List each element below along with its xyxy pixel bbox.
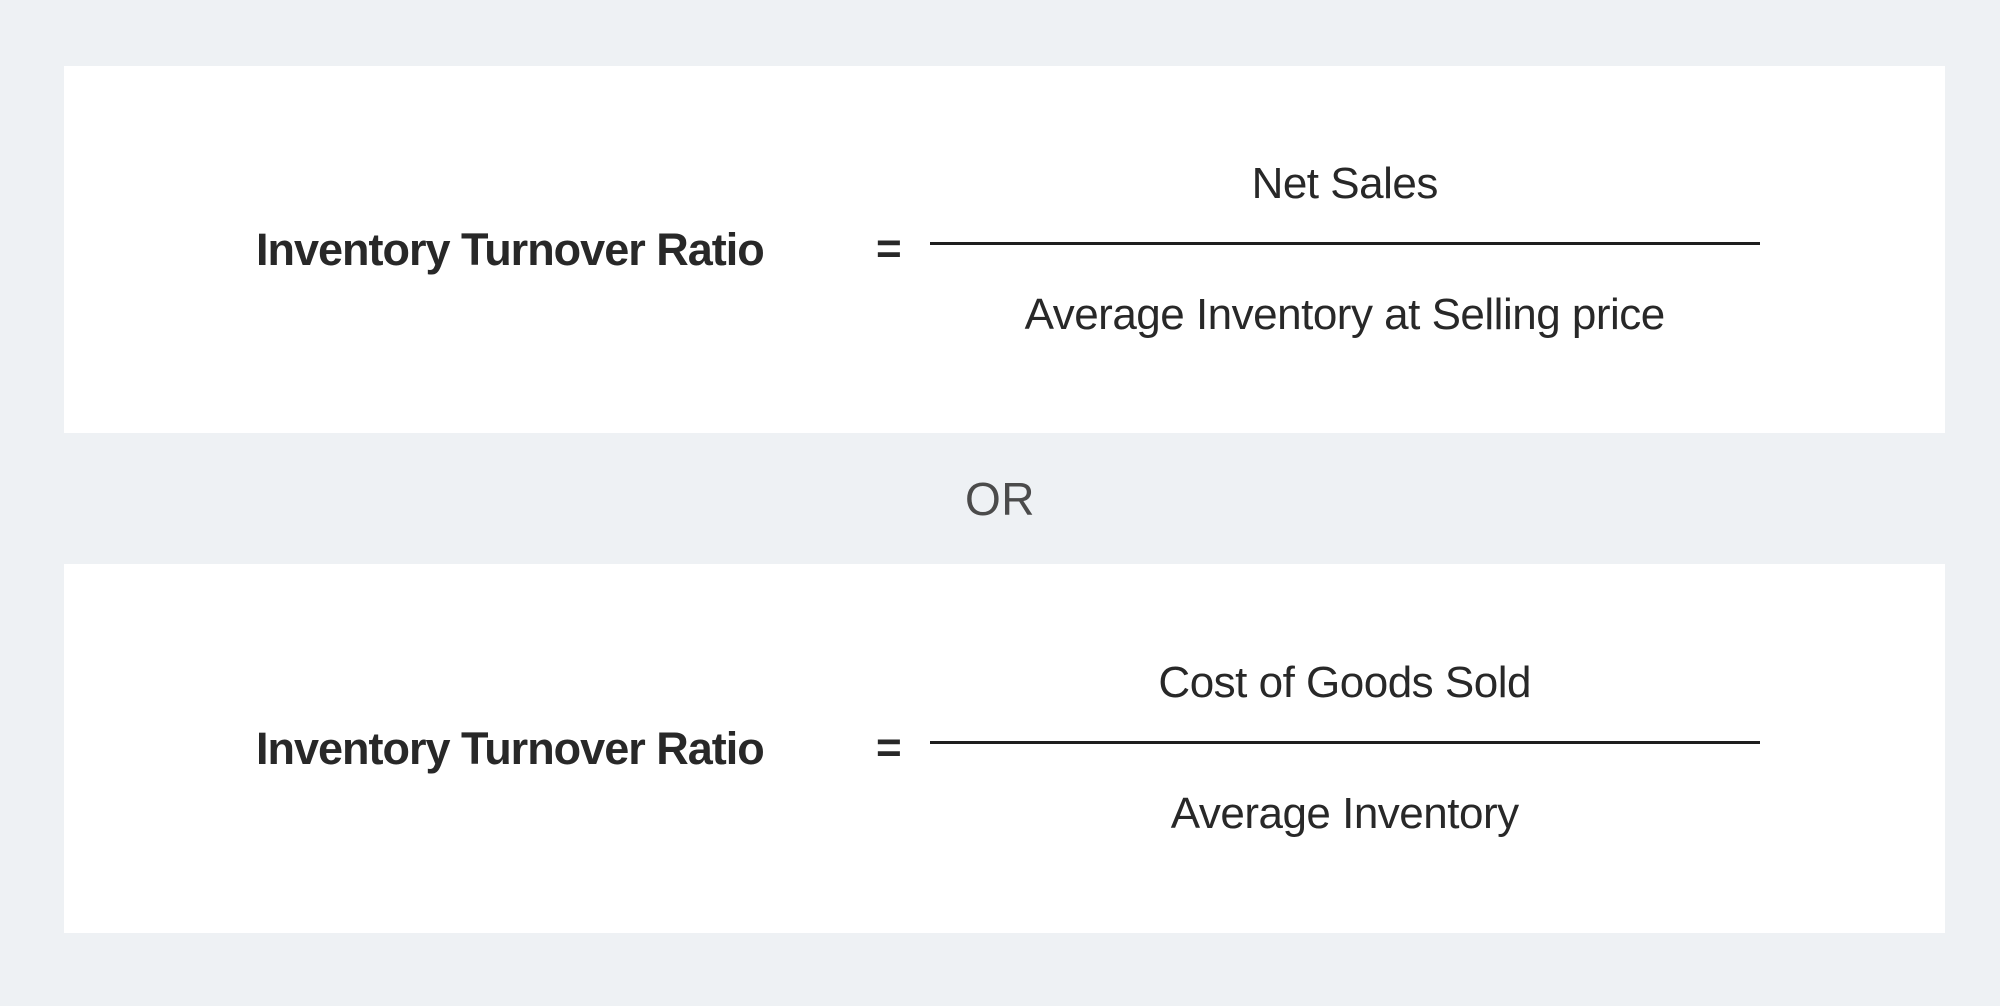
fraction-denominator: Average Inventory	[1170, 789, 1519, 838]
fraction-bar	[929, 242, 1760, 245]
or-separator: OR	[965, 472, 1035, 525]
formula-row: Inventory Turnover Ratio = Net Sales Ave…	[256, 158, 1760, 340]
formula-row: Inventory Turnover Ratio = Cost of Goods…	[256, 657, 1760, 839]
fraction-numerator: Cost of Goods Sold	[1158, 657, 1531, 707]
fraction: Net Sales Average Inventory at Selling p…	[929, 158, 1760, 340]
formula-card-cogs: Inventory Turnover Ratio = Cost of Goods…	[64, 564, 1945, 933]
equals-sign: =	[876, 224, 902, 274]
formula-card-net-sales: Inventory Turnover Ratio = Net Sales Ave…	[64, 66, 1945, 433]
equals-sign: =	[876, 723, 902, 773]
formula-label: Inventory Turnover Ratio	[256, 223, 765, 275]
formula-label: Inventory Turnover Ratio	[256, 722, 765, 774]
fraction: Cost of Goods Sold Average Inventory	[929, 657, 1760, 839]
fraction-bar	[929, 741, 1760, 744]
fraction-numerator: Net Sales	[1251, 158, 1439, 208]
fraction-denominator: Average Inventory at Selling price	[1024, 290, 1666, 339]
